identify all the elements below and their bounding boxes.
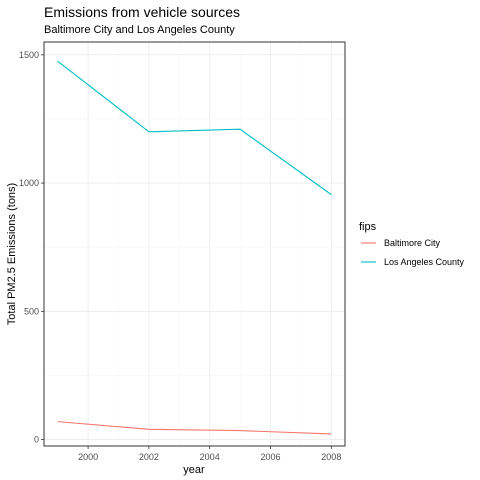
- legend-title: fips: [359, 221, 377, 233]
- series-line-los-angeles-county: [57, 60, 332, 196]
- y-tick-label: 1000: [19, 178, 39, 188]
- x-tick-label: 2000: [78, 452, 98, 462]
- legend: fips Baltimore City Los Angeles County: [359, 221, 465, 267]
- plot-border: [43, 41, 346, 447]
- y-tick-label: 1500: [19, 50, 39, 60]
- legend-label-los-angeles-county: Los Angeles County: [384, 257, 465, 267]
- y-tick-label: 500: [24, 306, 39, 316]
- series-line-baltimore-city: [57, 421, 332, 435]
- y-axis-title: Total PM2.5 Emissions (tons): [6, 183, 18, 325]
- chart-title: Emissions from vehicle sources: [44, 4, 240, 20]
- x-axis-title: year: [183, 464, 205, 476]
- legend-label-baltimore-city: Baltimore City: [384, 238, 441, 248]
- y-tick-label: 0: [34, 435, 39, 445]
- plot-area: 2000 2002 2004 2006 2008 0 500 1000 1500: [19, 41, 346, 462]
- x-tick-label: 2004: [200, 452, 220, 462]
- chart-subtitle: Baltimore City and Los Angeles County: [44, 24, 235, 36]
- x-tick-label: 2008: [321, 452, 341, 462]
- x-tick-label: 2006: [260, 452, 280, 462]
- x-tick-label: 2002: [139, 452, 159, 462]
